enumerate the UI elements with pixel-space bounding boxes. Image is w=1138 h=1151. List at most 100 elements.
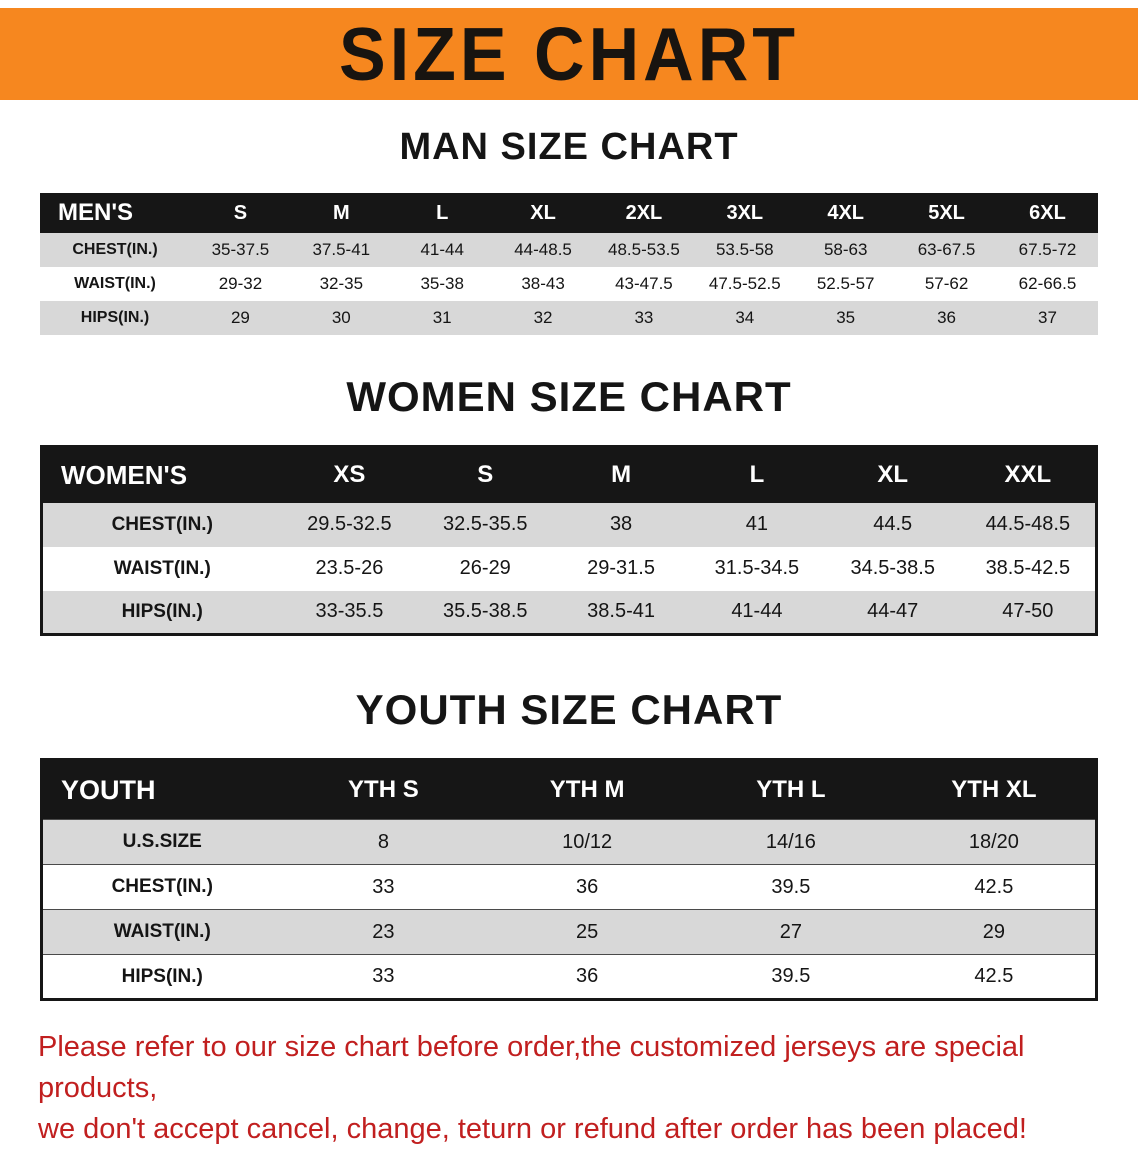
men-size-section: MAN SIZE CHART MEN'S S M L XL 2XL 3XL 4XL 5XL 6XL… bbox=[0, 126, 1138, 335]
youth-size-section: YOUTH SIZE CHART YOUTH YTH S YTH M YTH L YTH… bbox=[0, 686, 1138, 1001]
size-value: 8 bbox=[377, 830, 389, 853]
size-value: 27 bbox=[779, 920, 802, 943]
size-value: 38.5-41 bbox=[587, 600, 655, 623]
size-value: 29 bbox=[230, 308, 250, 327]
table-row: WAIST(IN.) 23 25 27 29 bbox=[41, 909, 1097, 955]
size-value: 63-67.5 bbox=[917, 240, 976, 259]
size-value: 43-47.5 bbox=[615, 274, 673, 293]
size-value: 31 bbox=[432, 308, 452, 327]
measurement-label: HIPS(IN.) bbox=[80, 309, 150, 326]
size-value: 39.5 bbox=[771, 965, 811, 987]
size-value: 42.5 bbox=[974, 875, 1014, 898]
measurement-label: CHEST(IN.) bbox=[111, 876, 213, 897]
measurement-label: HIPS(IN.) bbox=[121, 600, 203, 622]
youth-section-title: YOUTH SIZE CHART bbox=[355, 686, 783, 733]
measurement-label: CHEST(IN.) bbox=[72, 241, 158, 258]
table-row: CHEST(IN.) 35-37.5 37.5-41 41-44 44-48.5 48.5… bbox=[40, 233, 1098, 267]
size-value: 44-48.5 bbox=[514, 240, 572, 259]
size-value: 41 bbox=[745, 513, 769, 535]
size-column-header: XL bbox=[824, 446, 961, 503]
size-value: 57-62 bbox=[924, 274, 969, 293]
size-value: 33 bbox=[634, 308, 654, 327]
table-row: U.S.SIZE 8 10/12 14/16 18/20 bbox=[41, 819, 1097, 865]
size-value: 23.5-26 bbox=[315, 557, 384, 579]
size-value: 39.5 bbox=[771, 875, 811, 898]
size-value: 29 bbox=[982, 920, 1005, 943]
size-value: 34 bbox=[735, 308, 755, 327]
size-value: 33 bbox=[372, 965, 395, 987]
size-column-header: 6XL bbox=[997, 193, 1098, 233]
table-row: HIPS(IN.) 33-35.5 35.5-38.5 38.5-41 41-44 44-… bbox=[41, 590, 1097, 635]
women-section-title: WOMEN SIZE CHART bbox=[346, 373, 792, 420]
size-value: 35-38 bbox=[420, 274, 464, 293]
size-value: 38 bbox=[609, 513, 633, 535]
size-value: 36 bbox=[576, 875, 599, 898]
size-value: 42.5 bbox=[974, 965, 1014, 987]
size-column-header: M bbox=[553, 446, 689, 503]
size-value: 52.5-57 bbox=[816, 274, 875, 293]
size-value: 62-66.5 bbox=[1018, 274, 1077, 293]
measurement-label: WAIST(IN.) bbox=[113, 557, 211, 579]
size-value: 35-37.5 bbox=[211, 240, 270, 259]
size-column-header: 4XL bbox=[795, 193, 897, 233]
table-row: WAIST(IN.) 29-32 32-35 35-38 38-43 43-47.5 47.… bbox=[40, 267, 1098, 301]
size-value: 33 bbox=[372, 875, 395, 898]
size-value: 25 bbox=[576, 920, 599, 943]
size-value: 32 bbox=[533, 308, 553, 327]
table-row: HIPS(IN.) 33 36 39.5 42.5 bbox=[41, 954, 1097, 1000]
table-header-row: YOUTH YTH S YTH M YTH L YTH XL bbox=[41, 759, 1097, 820]
men-section-title: MAN SIZE CHART bbox=[399, 126, 739, 168]
table-row: CHEST(IN.) 29.5-32.5 32.5-35.5 38 41 44.5 44.5… bbox=[41, 502, 1097, 547]
banner: SIZE CHART bbox=[0, 8, 1138, 100]
size-value: 32.5-35.5 bbox=[442, 513, 528, 535]
size-value: 67.5-72 bbox=[1018, 240, 1077, 259]
disclaimer-line-2: we don't accept cancel, change, teturn o… bbox=[38, 1113, 1027, 1146]
size-value: 31.5-34.5 bbox=[714, 557, 800, 579]
size-value: 37 bbox=[1038, 308, 1057, 327]
size-value: 58-63 bbox=[823, 240, 868, 259]
size-value: 33-35.5 bbox=[315, 600, 384, 623]
size-column-header: S bbox=[417, 446, 554, 503]
table-row: CHEST(IN.) 33 36 39.5 42.5 bbox=[41, 864, 1097, 910]
size-value: 36 bbox=[937, 308, 957, 327]
women-size-table: WOMEN'S XS S M L XL XXL CHEST(IN.) 29.5-32.5 32.5… bbox=[40, 445, 1098, 636]
size-column-header: YTH S bbox=[281, 759, 486, 820]
size-column-header: 2XL bbox=[593, 193, 695, 233]
size-value: 36 bbox=[576, 965, 599, 987]
size-column-header: 5XL bbox=[896, 193, 997, 233]
size-column-header: YTH M bbox=[485, 759, 689, 820]
table-header-row: MEN'S S M L XL 2XL 3XL 4XL 5XL 6XL bbox=[40, 193, 1098, 233]
size-value: 38.5-42.5 bbox=[985, 557, 1071, 579]
size-value: 37.5-41 bbox=[312, 240, 371, 259]
banner-title: SIZE CHART bbox=[339, 11, 799, 97]
table-row: WAIST(IN.) 23.5-26 26-29 29-31.5 31.5-34.5 34… bbox=[41, 546, 1097, 591]
women-size-section: WOMEN SIZE CHART WOMEN'S XS S M L XL XXL CHEST(… bbox=[0, 373, 1138, 636]
size-value: 47-50 bbox=[1002, 600, 1054, 623]
size-value: 53.5-58 bbox=[715, 240, 774, 259]
size-column-header: S bbox=[190, 193, 291, 233]
disclaimer-line-1: Please refer to our size chart before or… bbox=[38, 1031, 1025, 1105]
size-column-header: XS bbox=[281, 446, 418, 503]
size-value: 29-32 bbox=[218, 274, 263, 293]
size-value: 48.5-53.5 bbox=[608, 240, 680, 259]
size-column-header: 3XL bbox=[694, 193, 796, 233]
size-value: 35 bbox=[836, 308, 856, 327]
men-size-table: MEN'S S M L XL 2XL 3XL 4XL 5XL 6XL CHEST(IN.) 35-37… bbox=[40, 193, 1098, 335]
size-value: 44.5 bbox=[873, 513, 913, 535]
size-value: 32-35 bbox=[319, 274, 364, 293]
size-value: 26-29 bbox=[459, 557, 511, 579]
size-value: 29.5-32.5 bbox=[307, 513, 392, 535]
table-row: HIPS(IN.) 29 30 31 32 33 34 35 36 37 bbox=[40, 301, 1098, 335]
size-column-header: YTH L bbox=[689, 759, 893, 820]
size-column-header: M bbox=[290, 193, 392, 233]
table-header-row: WOMEN'S XS S M L XL XXL bbox=[41, 446, 1097, 503]
measurement-label: WAIST(IN.) bbox=[74, 275, 156, 292]
size-value: 34.5-38.5 bbox=[850, 557, 935, 579]
table-corner-label: MEN'S bbox=[40, 193, 190, 233]
measurement-label: WAIST(IN.) bbox=[113, 921, 211, 942]
size-value: 29-31.5 bbox=[587, 557, 655, 579]
size-column-header: L bbox=[688, 446, 825, 503]
size-value: 18/20 bbox=[968, 830, 1019, 853]
youth-size-table: YOUTH YTH S YTH M YTH L YTH XL U.S.SIZE 8 10/12… bbox=[40, 758, 1098, 1001]
size-value: 35.5-38.5 bbox=[442, 600, 528, 623]
